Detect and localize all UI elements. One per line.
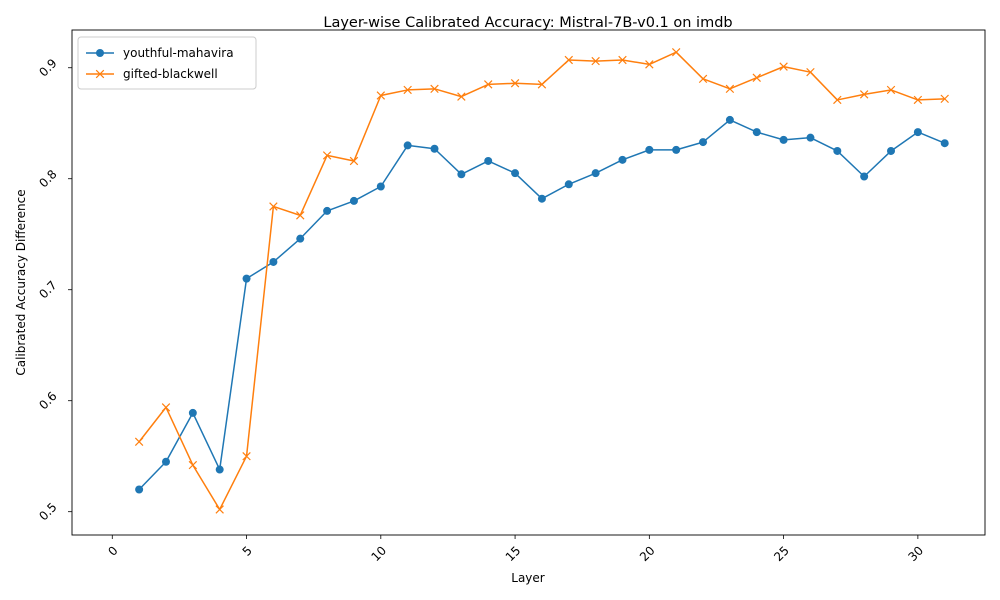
data-point	[940, 94, 949, 104]
data-point	[511, 169, 520, 178]
data-point	[699, 138, 708, 147]
data-point	[188, 460, 198, 470]
data-point	[806, 67, 815, 77]
data-point	[161, 403, 171, 412]
legend-frame	[77, 36, 257, 90]
data-point	[215, 465, 224, 474]
data-point	[188, 408, 197, 417]
data-point	[242, 274, 251, 283]
data-point	[859, 90, 869, 99]
data-point	[806, 133, 815, 142]
data-point	[296, 234, 305, 243]
data-point	[269, 257, 278, 266]
legend-item: youthful-mahavira	[86, 46, 234, 60]
data-point	[618, 155, 627, 164]
data-point	[671, 47, 681, 57]
data-point	[698, 74, 708, 84]
data-point	[725, 115, 734, 124]
data-point	[323, 206, 332, 215]
data-point	[322, 151, 332, 160]
x-axis-label: Layer	[511, 571, 545, 585]
data-point	[645, 60, 654, 69]
data-point	[752, 73, 761, 82]
data-point	[887, 146, 896, 155]
data-point	[510, 79, 520, 88]
data-point	[779, 62, 788, 71]
legend: youthful-mahavira gifted-blackwell	[77, 36, 257, 90]
data-point	[618, 55, 627, 65]
data-point	[940, 139, 949, 148]
legend-item: gifted-blackwell	[86, 67, 218, 81]
legend-label: gifted-blackwell	[123, 67, 218, 81]
data-point	[591, 169, 600, 178]
data-point	[215, 505, 224, 514]
data-point	[403, 141, 412, 150]
data-point	[564, 180, 573, 189]
data-point	[537, 80, 547, 89]
data-point	[242, 451, 251, 461]
data-point	[457, 92, 466, 101]
data-point	[349, 156, 359, 166]
y-axis-label: Calibrated Accuracy Difference	[14, 189, 28, 375]
data-point	[430, 144, 439, 153]
data-point	[779, 135, 788, 144]
data-point	[376, 182, 385, 191]
data-point	[457, 170, 466, 179]
data-point	[886, 85, 896, 95]
data-point	[269, 202, 278, 211]
data-point	[913, 128, 922, 137]
legend-label: youthful-mahavira	[123, 46, 234, 60]
data-point	[134, 437, 144, 446]
data-point	[672, 145, 681, 154]
data-point	[833, 95, 842, 105]
legend-marker	[96, 49, 104, 57]
data-point	[296, 211, 305, 220]
series-youthful-mahavira	[135, 115, 949, 494]
data-point	[913, 95, 923, 105]
data-point	[645, 145, 654, 154]
data-point	[537, 194, 546, 203]
data-point	[135, 485, 144, 494]
data-point	[725, 84, 735, 94]
legend-marker	[95, 69, 105, 79]
data-point	[403, 85, 412, 95]
data-point	[161, 457, 170, 466]
data-point	[376, 91, 386, 100]
series-gifted-blackwell	[134, 47, 949, 514]
data-point	[564, 55, 574, 65]
data-point	[483, 80, 493, 89]
data-point	[833, 146, 842, 155]
chart-title: Layer-wise Calibrated Accuracy: Mistral-…	[323, 15, 732, 31]
data-point	[860, 172, 869, 181]
data-point	[430, 84, 439, 94]
data-point	[484, 156, 493, 165]
data-point	[591, 56, 600, 66]
data-point	[349, 196, 358, 205]
data-point	[752, 128, 761, 137]
plot-area-frame	[71, 29, 986, 536]
